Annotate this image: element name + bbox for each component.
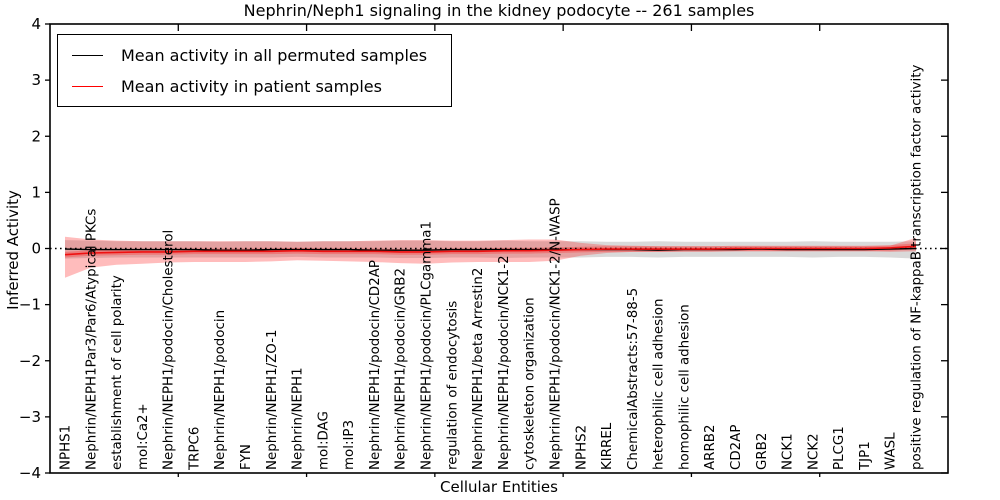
category-label: Nephrin/NEPH1/podocin/NCK1-2	[497, 255, 512, 470]
category-label: Nephrin/NEPH1/podocin/Cholesterol	[162, 230, 177, 470]
legend-entry: Mean activity in all permuted samples	[72, 43, 427, 67]
legend-line-patient	[72, 85, 103, 87]
y-tick-label: −1	[19, 296, 41, 314]
category-label: TRPC6	[187, 427, 202, 471]
y-axis-label: Inferred Activity	[4, 190, 22, 310]
y-tick-label: 2	[31, 127, 41, 145]
category-label: PLCG1	[832, 426, 847, 470]
permuted-mean-line	[64, 247, 917, 251]
y-tick-label: 0	[31, 240, 41, 258]
category-label: regulation of endocytosis	[445, 301, 460, 470]
category-label: Nephrin/NEPH1	[291, 367, 306, 470]
category-label: ChemicalAbstracts:57-88-5	[626, 288, 641, 470]
category-label: heterophilic cell adhesion	[652, 299, 667, 471]
category-label: Nephrin/NEPH1/podocin/NCK1-2/N-WASP	[548, 198, 563, 470]
category-label: mol:IP3	[342, 420, 357, 470]
category-label: Nephrin/NEPH1/beta Arrestin2	[471, 268, 486, 470]
legend: Mean activity in all permuted samples Mea…	[57, 34, 453, 107]
category-label: Nephrin/NEPH1Par3/Par6/Atypical PKCs	[84, 209, 99, 470]
category-label: Nephrin/NEPH1/ZO-1	[265, 329, 280, 470]
chart-title: Nephrin/Neph1 signaling in the kidney po…	[243, 1, 755, 20]
legend-line-permuted	[72, 54, 103, 56]
category-label: TJP1	[858, 441, 873, 471]
category-label: homophilic cell adhesion	[677, 304, 692, 470]
y-tick-label: 3	[31, 71, 41, 89]
y-tick-label: −3	[19, 408, 41, 426]
category-label: establishment of cell polarity	[110, 275, 125, 470]
patient-mean-line	[64, 245, 917, 256]
patient-std-band	[65, 236, 916, 278]
category-label: NPHS1	[59, 425, 74, 470]
category-label: KIRREL	[600, 422, 615, 470]
category-label: NPHS2	[574, 425, 589, 470]
category-label: NCK1	[781, 433, 796, 470]
category-label: cytoskeleton organization	[523, 297, 538, 470]
y-tick-label: −4	[19, 464, 41, 482]
category-label: ARRB2	[703, 425, 718, 470]
legend-label: Mean activity in patient samples	[121, 76, 382, 96]
category-label: mol:DAG	[316, 411, 331, 470]
y-tick-label: 4	[31, 15, 41, 33]
category-label: WASL	[884, 432, 899, 470]
y-tick-label: −2	[19, 352, 41, 370]
category-label: Nephrin/NEPH1/podocin/CD2AP	[368, 260, 383, 470]
category-label: NCK2	[806, 433, 821, 470]
category-label: Nephrin/NEPH1/podocin/PLCgamma1	[420, 221, 435, 470]
y-tick-label: 1	[31, 183, 41, 201]
legend-label: Mean activity in all permuted samples	[121, 45, 428, 65]
category-label: GRB2	[755, 433, 770, 470]
category-label: CD2AP	[729, 425, 744, 470]
category-label: FYN	[239, 444, 254, 470]
category-label: Nephrin/NEPH1/podocin	[213, 310, 228, 470]
category-label: positive regulation of NF-kappaB transcr…	[910, 65, 925, 470]
category-label: mol:Ca2+	[136, 403, 151, 470]
x-axis-label: Cellular Entities	[440, 478, 558, 496]
legend-entry: Mean activity in patient samples	[72, 74, 427, 98]
category-label: Nephrin/NEPH1/podocin/GRB2	[394, 268, 409, 470]
